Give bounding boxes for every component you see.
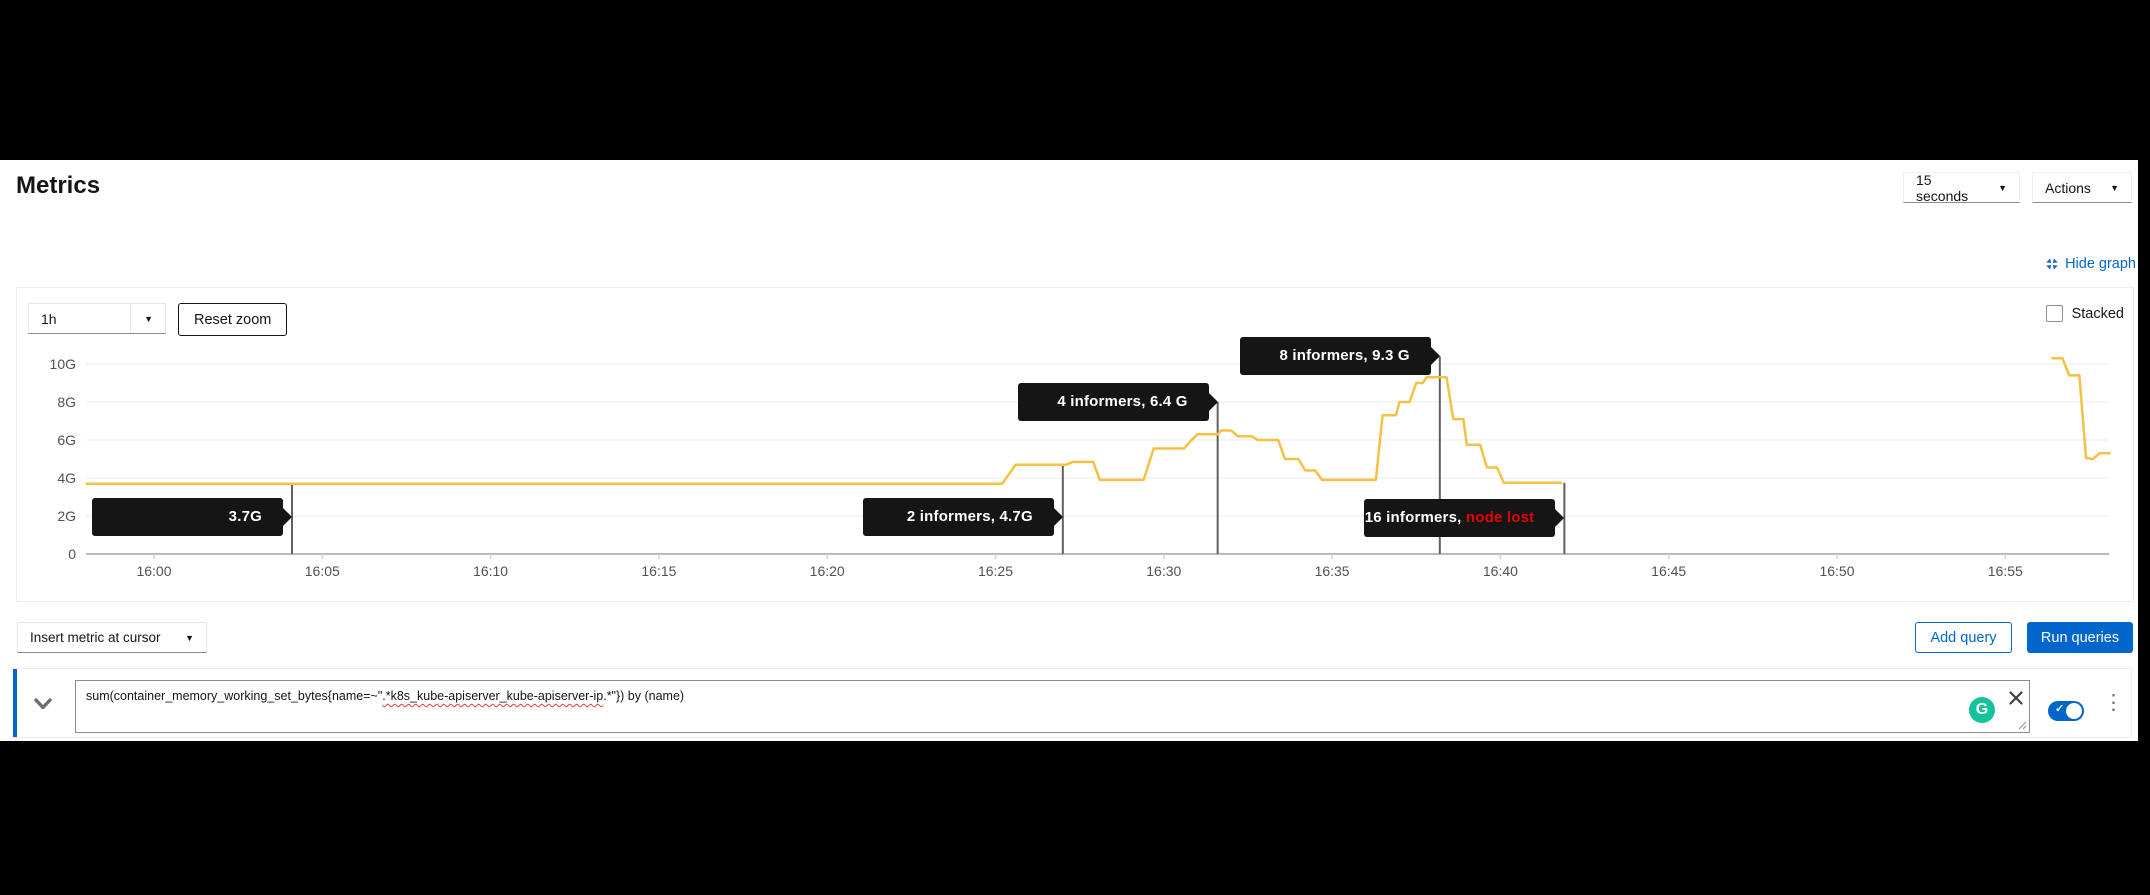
x-axis-tick-label: 16:40 bbox=[1483, 563, 1518, 579]
hide-graph-label: Hide graph bbox=[2065, 256, 2136, 272]
query-expression-misspelled: .*k8s_kube-apiserver_kube-apiserver-ip bbox=[382, 689, 604, 703]
console-content: Metrics 15 seconds ▼ Actions ▼ Hide grap… bbox=[0, 160, 2138, 741]
chart-annotation-tooltip: 3.7G bbox=[92, 497, 292, 536]
stacked-label: Stacked bbox=[2071, 305, 2124, 322]
toggle-knob bbox=[2066, 703, 2082, 719]
query-row: sum(container_memory_working_set_bytes{n… bbox=[13, 668, 2132, 738]
select-toggle: ▼ bbox=[130, 304, 153, 333]
x-axis-tick-label: 16:55 bbox=[1988, 563, 2023, 579]
caret-down-icon: ▼ bbox=[1998, 182, 2007, 193]
close-icon[interactable] bbox=[2008, 690, 2024, 706]
node-lost-text: node lost bbox=[1465, 508, 1535, 526]
x-axis-tick-label: 16:25 bbox=[978, 563, 1013, 579]
time-range-select[interactable]: 1h ▼ bbox=[28, 303, 166, 334]
collapse-query-chevron-icon[interactable] bbox=[34, 698, 52, 710]
kebab-menu-icon[interactable]: ⋮ bbox=[2103, 691, 2124, 714]
query-expression-prefix: sum(container_memory_working_set_bytes{n… bbox=[86, 689, 383, 703]
grammarly-icon[interactable]: G bbox=[1969, 697, 1995, 723]
refresh-interval-value: 15 seconds bbox=[1916, 171, 1969, 204]
y-axis-tick-label: 2G bbox=[57, 508, 76, 524]
query-expression-input[interactable]: sum(container_memory_working_set_bytes{n… bbox=[75, 680, 2030, 733]
x-axis-tick-label: 16:30 bbox=[1146, 563, 1181, 579]
x-axis-tick-label: 16:05 bbox=[305, 563, 340, 579]
caret-down-icon: ▼ bbox=[185, 632, 194, 643]
query-expression-suffix: .*"}) by (name) bbox=[603, 689, 685, 703]
stacked-checkbox[interactable] bbox=[2045, 305, 2063, 322]
add-query-button[interactable]: Add query bbox=[1915, 622, 2012, 653]
caret-down-icon: ▼ bbox=[144, 313, 153, 324]
stacked-control: Stacked bbox=[2045, 305, 2124, 322]
y-axis-tick-label: 8G bbox=[57, 394, 76, 410]
x-axis-tick-label: 16:15 bbox=[641, 563, 676, 579]
compress-icon bbox=[2046, 258, 2058, 270]
x-axis-tick-label: 16:00 bbox=[136, 563, 171, 579]
query-enabled-toggle[interactable]: ✓ bbox=[2048, 701, 2084, 721]
series-line bbox=[2051, 357, 2111, 461]
chart-annotation-tooltip: 16 informers, node lost bbox=[1364, 498, 1565, 537]
x-axis-tick-label: 16:50 bbox=[1819, 563, 1854, 579]
reset-zoom-button[interactable]: Reset zoom bbox=[178, 303, 288, 336]
insert-metric-label: Insert metric at cursor bbox=[30, 630, 161, 645]
hide-graph-link[interactable]: Hide graph bbox=[2045, 256, 2136, 272]
time-range-value: 1h bbox=[41, 310, 57, 327]
metrics-line-chart[interactable]: 10G 8G 6G 4G 2G 0 16:00 16:05 16:10 16:15 16:20 16:… bbox=[17, 288, 2133, 601]
x-axis-tick-label: 16:35 bbox=[1315, 563, 1350, 579]
y-axis-tick-label: 10G bbox=[50, 356, 76, 372]
series-line bbox=[85, 376, 1563, 485]
check-icon: ✓ bbox=[2055, 703, 2065, 715]
caret-down-icon: ▼ bbox=[2110, 182, 2119, 193]
chart-annotation-tooltip: 4 informers, 6.4 G bbox=[1017, 383, 1218, 421]
graph-panel: 1h ▼ Reset zoom Stacked 10G 8G 6G 4G 2G 0 16:0… bbox=[16, 287, 2134, 602]
refresh-interval-select[interactable]: 15 seconds ▼ bbox=[1903, 171, 2020, 204]
actions-label: Actions bbox=[2045, 179, 2091, 196]
insert-metric-select[interactable]: Insert metric at cursor ▼ bbox=[17, 622, 207, 653]
query-accent-bar bbox=[13, 669, 17, 737]
x-axis-tick-label: 16:20 bbox=[810, 563, 845, 579]
y-axis-tick-label: 6G bbox=[57, 432, 76, 448]
page-title: Metrics bbox=[16, 172, 101, 199]
chart-annotation-tooltip: 2 informers, 4.7G bbox=[862, 497, 1063, 536]
y-axis-tick-label: 4G bbox=[57, 470, 76, 486]
y-axis-tick-label: 0 bbox=[68, 546, 76, 562]
x-axis-tick-label: 16:45 bbox=[1651, 563, 1686, 579]
textarea-resize-handle[interactable] bbox=[2017, 720, 2027, 730]
chart-annotation-tooltip: 8 informers, 9.3 G bbox=[1239, 337, 1440, 376]
actions-dropdown[interactable]: Actions ▼ bbox=[2032, 172, 2132, 203]
run-queries-button[interactable]: Run queries bbox=[2027, 622, 2133, 653]
x-axis-tick-label: 16:10 bbox=[473, 563, 508, 579]
